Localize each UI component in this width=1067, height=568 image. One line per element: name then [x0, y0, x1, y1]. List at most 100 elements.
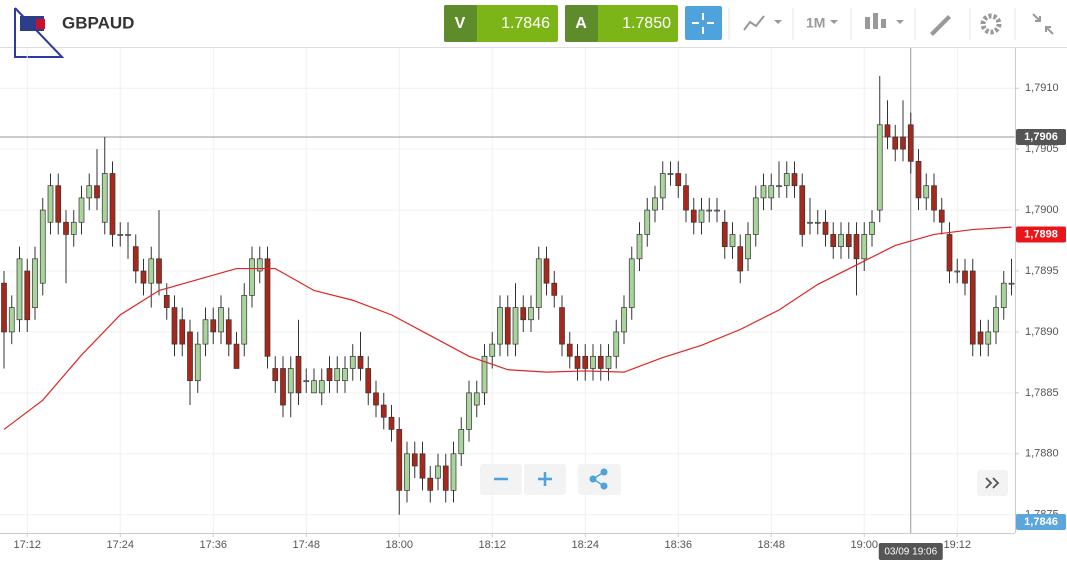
candle-body — [574, 355, 581, 369]
candle-body — [783, 173, 790, 187]
candle-body — [768, 185, 775, 199]
candle-body — [388, 416, 395, 430]
candle-body — [419, 453, 426, 479]
candle-body — [295, 355, 302, 394]
moving-average — [3, 226, 1012, 430]
candle-body — [690, 209, 697, 223]
candle-body — [946, 234, 953, 272]
candle-body — [954, 270, 961, 273]
candle-body — [16, 258, 23, 321]
candle-body — [70, 221, 77, 235]
candle-body — [125, 234, 131, 236]
candle-body — [752, 197, 759, 235]
candle-body — [931, 185, 937, 211]
candle-body — [791, 173, 798, 187]
x-tick-label: 18:12 — [478, 539, 506, 551]
candle-body — [1008, 282, 1015, 285]
candle-body — [256, 258, 263, 272]
candle-body — [923, 185, 930, 199]
last-price-tag-box — [1016, 226, 1066, 243]
candle-body — [977, 331, 984, 345]
candle-body — [473, 392, 480, 406]
candle-body — [24, 270, 31, 321]
x-tick-label: 18:24 — [571, 539, 599, 551]
candle-body — [86, 185, 93, 199]
candle-body — [210, 319, 217, 333]
x-tick-label: 17:36 — [199, 539, 227, 551]
candle-body — [179, 319, 186, 345]
buy-price: 1.7850 — [622, 15, 671, 32]
candle-body — [365, 368, 372, 394]
symbol-flag — [14, 7, 65, 58]
candle-body — [1, 282, 7, 333]
candle-body — [807, 221, 813, 224]
candle-body — [481, 355, 488, 394]
candle-body — [458, 429, 465, 455]
candle-body — [249, 258, 255, 296]
last-price-tag: 1,7898 — [1024, 228, 1058, 240]
candle-body — [892, 136, 899, 150]
candle-body — [861, 234, 868, 260]
indicator-button[interactable] — [865, 13, 904, 29]
candle-body — [675, 173, 682, 187]
candle-body — [47, 185, 54, 223]
candle-body — [187, 331, 193, 382]
candle-body — [667, 173, 674, 175]
buy-button[interactable]: A 1.7850 — [565, 5, 678, 42]
plot-area: 1,78751,78801,78851,78901,78951,79001,79… — [0, 48, 1059, 551]
candle-body — [938, 209, 945, 223]
candle-body — [373, 392, 379, 406]
candle-body — [683, 185, 689, 211]
candle-body — [621, 307, 627, 333]
candle-body — [202, 319, 209, 345]
candle-body — [582, 355, 589, 369]
candle-body — [32, 258, 38, 308]
y-tick-label: 1,7885 — [1025, 387, 1059, 399]
candle-body — [551, 282, 558, 296]
candle-body — [163, 295, 170, 308]
y-tick-label: 1,7880 — [1025, 448, 1059, 460]
timeframe[interactable]: 1M — [806, 15, 825, 31]
candle-body — [442, 465, 449, 491]
draw-button[interactable] — [930, 15, 951, 36]
collapse-button[interactable] — [1032, 13, 1054, 35]
ask-price-tag: 1,7846 — [1024, 516, 1058, 528]
candle-body — [628, 258, 635, 308]
crosshair-button[interactable] — [685, 6, 722, 40]
candle-body — [535, 258, 542, 308]
candle-body — [776, 185, 782, 188]
sell-button[interactable]: V 1.7846 — [444, 5, 558, 42]
candle-body — [814, 221, 821, 224]
buy-label: A — [575, 15, 587, 32]
chart-type-button[interactable] — [743, 15, 782, 31]
candle-body — [876, 124, 883, 211]
settings-button[interactable] — [980, 13, 1002, 35]
candle-body — [566, 343, 573, 357]
candle-body — [706, 209, 713, 212]
timeframe-caret — [830, 20, 838, 24]
x-tick-label: 17:12 — [13, 539, 41, 551]
y-tick-label: 1,7895 — [1025, 265, 1059, 277]
candle-body — [915, 160, 922, 199]
candle-body — [830, 234, 837, 247]
symbol[interactable]: GBPAUD — [62, 13, 134, 32]
candle-body — [497, 307, 503, 345]
candle-body — [140, 270, 147, 284]
candle-body — [132, 246, 139, 272]
candle-body — [55, 185, 62, 223]
candle-body — [636, 234, 643, 260]
candle-body — [822, 221, 829, 235]
share[interactable] — [578, 464, 621, 495]
scroll-right[interactable] — [977, 470, 1008, 496]
candle-body — [318, 380, 325, 394]
x-tick-label: 18:36 — [664, 539, 692, 551]
candle-body — [404, 453, 410, 491]
candle-body — [39, 209, 46, 284]
candle-body — [109, 173, 116, 235]
candle-body — [698, 209, 705, 223]
candle-body — [884, 124, 891, 138]
candle-body — [838, 234, 844, 247]
candle-body — [605, 355, 612, 369]
candle-body — [714, 209, 720, 212]
